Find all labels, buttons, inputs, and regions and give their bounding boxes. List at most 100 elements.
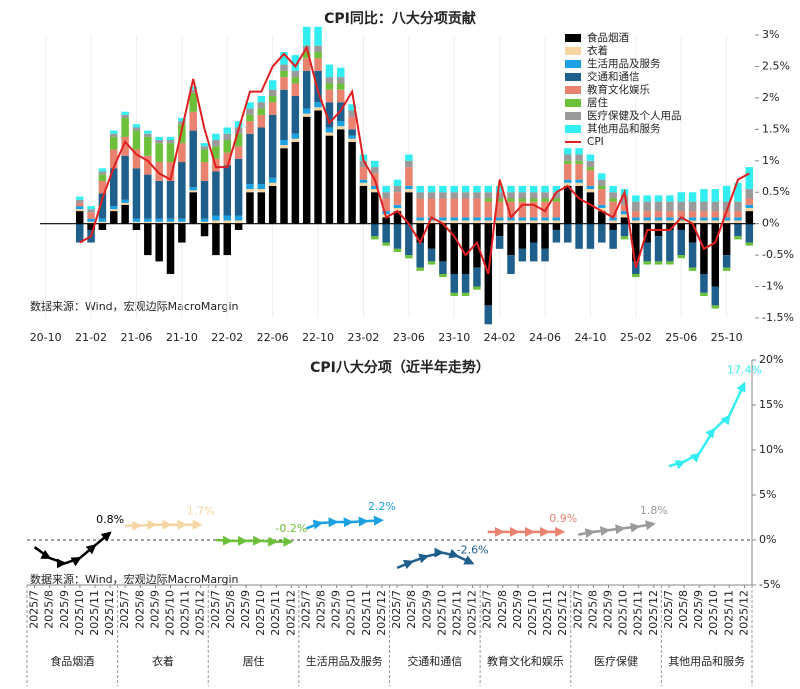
legend-label: 教育文化娱乐: [587, 83, 650, 96]
bar-segment: [495, 236, 504, 249]
bar-segment: [563, 223, 572, 243]
value-label: -2.6%: [457, 543, 489, 556]
bar-segment: [302, 116, 311, 224]
bar-segment: [189, 86, 197, 90]
bar-segment: [144, 130, 152, 134]
bar-segment: [121, 118, 129, 137]
bar-segment: [246, 108, 254, 115]
bar-segment: [643, 261, 651, 265]
bar-segment: [529, 185, 538, 193]
bar-segment: [246, 102, 254, 109]
x-tick-label: 23-02: [347, 331, 379, 344]
bar-segment: [518, 198, 527, 202]
bar-segment: [529, 242, 538, 262]
bar-segment: [314, 26, 322, 46]
bar-segment: [189, 192, 197, 224]
x-tick-label: 2025/11: [269, 590, 282, 636]
bar-segment: [654, 201, 663, 212]
bar-segment: [268, 80, 277, 90]
bar-segment: [87, 218, 95, 222]
x-tick-label: 2025/10: [707, 590, 720, 636]
bar-segment: [700, 273, 708, 293]
bar-segment: [666, 261, 674, 265]
bar-segment: [189, 111, 197, 131]
bar-segment: [393, 223, 402, 249]
bar-segment: [314, 70, 322, 103]
bar-segment: [110, 136, 118, 150]
bar-segment: [144, 155, 152, 175]
bar-segment: [439, 185, 447, 193]
bar-segment: [144, 221, 152, 224]
legend-label: 医疗保健及个人用品: [587, 109, 682, 122]
legend-swatch: [565, 86, 581, 94]
series-line: [305, 515, 384, 530]
bar-segment: [654, 236, 663, 262]
chart-title: CPI八大分项（近半年走势）: [310, 359, 490, 376]
bar-segment: [666, 211, 674, 218]
bar-segment: [620, 223, 629, 237]
bar-segment: [348, 138, 356, 142]
x-tick-label: 20-10: [30, 331, 62, 344]
x-tick-label: 24-06: [529, 331, 561, 344]
bar-segment: [450, 273, 458, 293]
y-tick-label: -1%: [762, 280, 783, 293]
bar-segment: [348, 135, 356, 139]
bar-segment: [371, 236, 379, 240]
bar-segment: [291, 133, 300, 139]
bar-segment: [382, 192, 390, 199]
bar-segment: [110, 168, 118, 207]
x-tick-label: 25-06: [665, 331, 697, 344]
bar-segment: [405, 167, 413, 186]
x-tick-label: 2025/11: [722, 590, 735, 636]
bar-segment: [541, 248, 549, 262]
bar-segment: [246, 192, 254, 224]
x-tick-label: 2025/12: [103, 590, 116, 636]
bar-segment: [484, 201, 493, 218]
bar-segment: [518, 201, 527, 218]
series-line: [125, 519, 203, 531]
bar-segment: [722, 217, 731, 221]
bar-segment: [75, 196, 84, 200]
bar-segment: [291, 138, 300, 142]
bar-segment: [178, 223, 186, 243]
bar-segment: [280, 140, 288, 146]
bar-segment: [155, 140, 163, 144]
bar-segment: [110, 130, 118, 134]
bar-segment: [371, 160, 379, 168]
value-label: 17.4%: [727, 363, 762, 376]
bar-segment: [268, 182, 277, 186]
legend-label: 交通和通信: [587, 70, 640, 83]
bar-segment: [200, 223, 209, 237]
bar-segment: [348, 116, 356, 130]
bar-segment: [416, 185, 424, 193]
x-tick-label: 2025/7: [390, 590, 403, 629]
x-tick-label: 2025/8: [405, 590, 418, 629]
bar-segment: [189, 92, 197, 112]
legend-swatch: [565, 125, 581, 133]
x-tick-label: 2025/8: [133, 590, 146, 629]
bar-segment: [427, 261, 436, 265]
bar-segment: [552, 229, 561, 243]
bar-segment: [711, 220, 720, 224]
y-tick-label: -0.5%: [762, 248, 794, 261]
bar-segment: [280, 64, 288, 71]
bar-segment: [518, 248, 527, 262]
bar-segment: [473, 267, 481, 287]
y-tick-label: 2.5%: [762, 59, 790, 72]
bar-segment: [439, 273, 447, 278]
series-line: [578, 520, 656, 539]
x-tick-label: 22-10: [302, 331, 334, 344]
bar-segment: [121, 202, 129, 205]
y-tick-label: 5%: [759, 488, 776, 501]
bar-segment: [257, 189, 266, 193]
bar-segment: [155, 143, 163, 163]
y-tick-label: 20%: [759, 353, 783, 366]
bar-segment: [405, 189, 413, 193]
bar-segment: [688, 217, 697, 221]
bar-segment: [427, 198, 436, 218]
bar-segment: [371, 185, 379, 190]
x-tick-label: 2025/12: [466, 590, 479, 636]
bar-segment: [711, 211, 720, 218]
bar-segment: [700, 217, 708, 221]
bar-segment: [371, 189, 379, 193]
